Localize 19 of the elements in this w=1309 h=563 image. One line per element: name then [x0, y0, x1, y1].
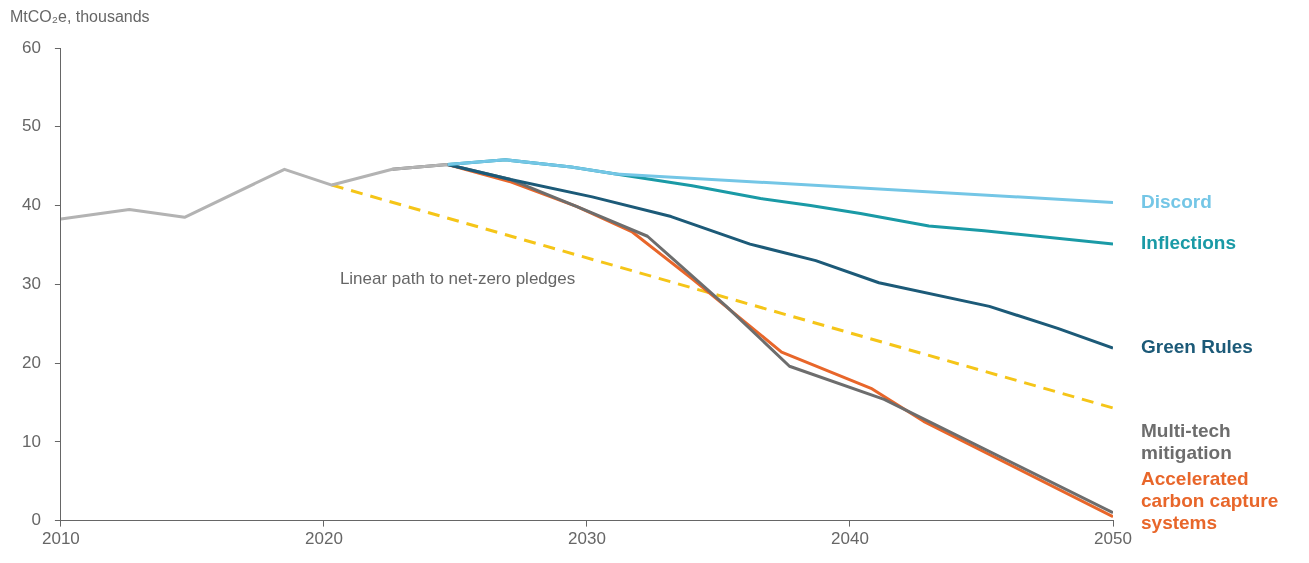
series-label: Green Rules	[1141, 336, 1253, 358]
y-tick-label: 50	[21, 116, 41, 136]
x-tick-label: 2010	[42, 529, 80, 549]
x-tick-label: 2030	[568, 529, 606, 549]
y-tick-label: 30	[21, 273, 41, 293]
y-tick-label: 10	[21, 431, 41, 451]
series-label: Discord	[1141, 190, 1212, 212]
series-label: Inflections	[1141, 232, 1237, 254]
annotation: Linear path to net-zero pledges	[339, 269, 576, 289]
x-tick-label: 2040	[831, 529, 869, 549]
y-tick-label: 0	[31, 510, 41, 530]
x-tick-label: 2020	[305, 529, 343, 549]
text: Multi-tech mitigation	[1141, 419, 1232, 463]
series-label: Accelerated carbon capture systems	[1141, 467, 1279, 533]
y-tick-label: 60	[21, 37, 41, 57]
x-tick-label: 2050	[1094, 529, 1132, 549]
y-tick-label: 40	[21, 195, 41, 215]
y-tick-label: 20	[21, 352, 41, 372]
y-axis-title: MtCO₂e, thousands	[10, 8, 150, 26]
